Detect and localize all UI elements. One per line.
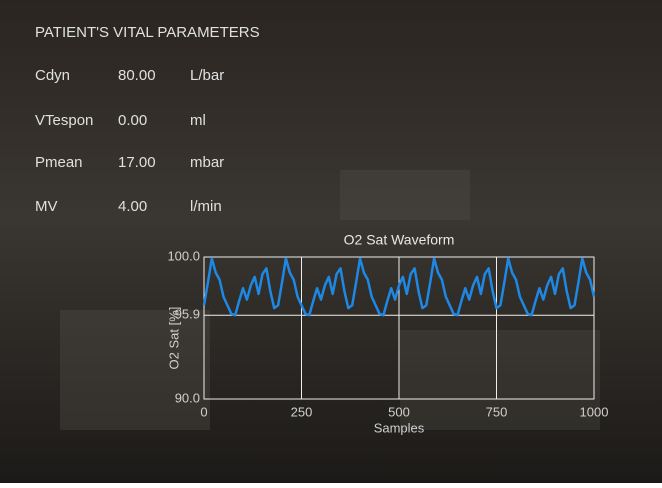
chart: O2 Sat Waveform 90.0 95.9 100.0 0 250 500 750 10… <box>166 232 608 436</box>
vital-value: 0.00 <box>118 112 147 129</box>
y-tick-label: 90.0 <box>175 390 200 405</box>
vitals-list: Cdyn 80.00 L/bar VTespon 0.00 ml Pmean 17.00 mba… <box>35 67 224 215</box>
x-tick-label: 500 <box>388 404 410 419</box>
y-axis-label: O2 Sat [%] <box>166 307 181 370</box>
vital-value: 80.00 <box>118 67 156 84</box>
waveform-line <box>202 257 596 317</box>
panel-title: PATIENT'S VITAL PARAMETERS <box>35 24 260 41</box>
x-tick-label: 250 <box>291 404 313 419</box>
vital-unit: mbar <box>190 154 224 171</box>
background-shape <box>340 170 470 220</box>
x-axis-label: Samples <box>374 420 425 435</box>
x-tick-label: 1000 <box>580 404 609 419</box>
vital-unit: l/min <box>190 198 222 215</box>
background-shape <box>60 310 210 430</box>
background-shape <box>400 330 600 430</box>
vital-name: MV <box>35 198 58 215</box>
vital-value: 17.00 <box>118 154 156 171</box>
vital-unit: L/bar <box>190 67 224 84</box>
chart-title: O2 Sat Waveform <box>344 232 455 248</box>
vital-name: Cdyn <box>35 67 70 84</box>
vital-unit: ml <box>190 112 206 129</box>
vital-value: 4.00 <box>118 198 147 215</box>
x-tick-label: 0 <box>200 404 207 419</box>
vital-name: Pmean <box>35 154 83 171</box>
x-tick-label: 750 <box>486 404 508 419</box>
y-tick-label: 95.9 <box>175 307 200 322</box>
vital-name: VTespon <box>35 112 93 129</box>
y-tick-label: 100.0 <box>167 248 200 263</box>
